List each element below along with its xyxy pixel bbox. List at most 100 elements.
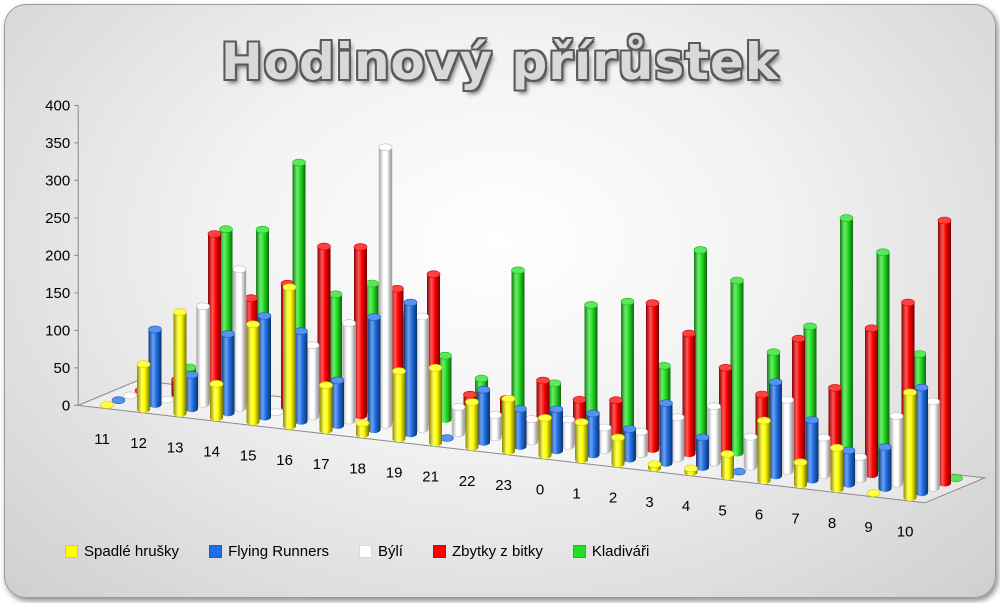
bar-cap [720,450,735,458]
bar-body [707,406,721,467]
bar-cap [255,225,270,234]
bar-body [317,246,331,416]
bar-body [185,374,198,413]
bar [173,308,187,417]
bar-cap [148,325,162,334]
bar-cap [524,415,539,423]
bar-body [429,367,442,447]
bar [207,230,222,403]
bar [684,464,698,476]
bar-body [196,306,210,408]
bar [693,246,708,453]
bar-body [137,364,150,413]
bar [830,443,844,493]
bar [319,381,333,434]
bar-cap [572,395,587,404]
y-tick-label: 50 [54,360,71,377]
bar-cap [695,433,710,442]
bar [403,298,418,438]
bar-body [889,415,904,488]
bar-body [670,416,685,463]
x-tick-label: 12 [130,435,147,452]
bar-cap [415,312,429,321]
bar-cap [889,412,904,420]
bar-cap [317,242,331,251]
bar [730,276,744,457]
bar-body [926,401,940,492]
bar [549,405,564,455]
bar [148,325,162,408]
bar-cap [209,380,224,388]
bar-body [513,408,527,450]
bar-cap [839,214,854,222]
bar-cap [305,341,320,349]
bar [720,450,735,480]
bar-cap [269,408,283,417]
bar [743,432,758,471]
bar-cap [123,391,137,400]
bar-cap [830,443,844,452]
bar-cap [755,390,769,399]
bar-cap [476,385,491,394]
bar [780,395,794,475]
bar-cap [426,270,441,279]
bar-body [488,414,502,442]
bar-body [865,328,878,479]
bar-body [392,371,406,443]
legend-label: Býlí [377,543,403,560]
bar [937,216,952,487]
y-tick-label: 150 [45,285,70,302]
x-tick-label: 8 [828,515,836,532]
bar [111,396,126,405]
bar [876,248,890,474]
bar-cap [768,378,783,386]
bar-cap [319,381,333,390]
bar [866,489,881,498]
bar-cap [488,411,502,419]
bar-body [842,450,855,488]
bar [659,399,673,467]
bar-cap [549,405,564,414]
bar [718,363,733,462]
bar [597,423,612,454]
bar-body [415,316,429,433]
bar-cap [937,216,952,225]
bar-body [210,383,223,422]
bar [317,242,331,416]
bar-cap [903,388,917,397]
bar-cap [743,432,758,441]
bar-cap [634,427,648,436]
bar-cap [207,230,222,238]
bar [757,416,771,485]
bar [428,363,443,447]
bar-body [659,403,673,467]
x-tick-label: 15 [240,448,257,465]
bar [839,214,854,470]
bar-body [721,453,734,480]
bar-cap [390,284,404,293]
bar [330,376,345,429]
bar-body [451,406,466,437]
bar-cap [866,489,881,498]
bar [305,341,320,421]
bar-body [719,367,732,462]
bar [914,383,929,497]
bar [511,266,525,432]
bar-body [148,329,162,408]
bar-body [221,334,235,417]
bar [123,391,137,400]
bar-body [575,422,588,464]
bar-cap [803,322,817,331]
bar [269,408,283,417]
bar-cap [574,418,589,426]
bar-cap [378,143,393,152]
bar-cap [330,376,345,385]
bar-cap [791,334,806,343]
bar [100,401,114,409]
bar [634,427,648,458]
bar-body [232,268,247,412]
bar [513,405,527,450]
bar [476,385,491,446]
bar [561,415,575,450]
